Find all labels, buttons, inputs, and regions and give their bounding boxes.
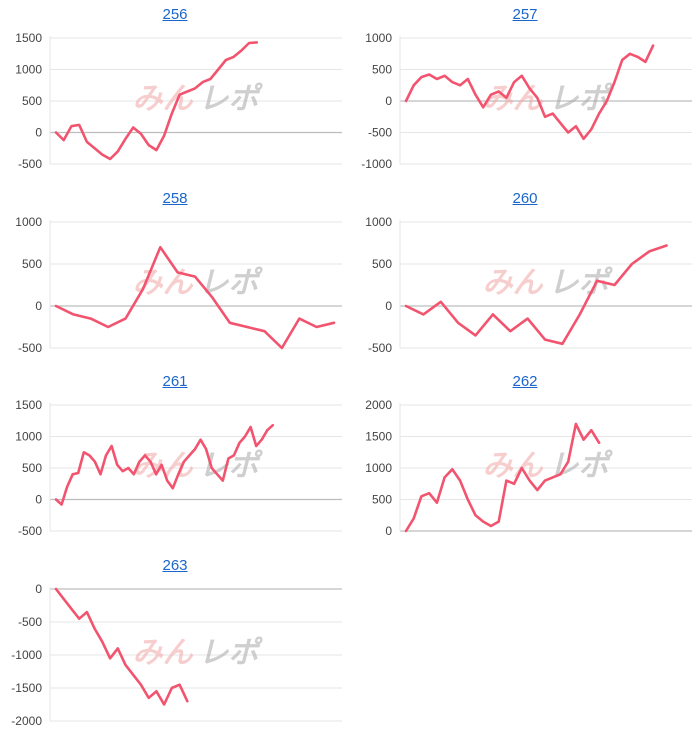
chart-title-link[interactable]: 257 — [512, 6, 538, 23]
watermark-logo: みん レポ — [483, 265, 614, 300]
y-tick-label: -500 — [18, 157, 42, 171]
y-tick-label: -500 — [368, 126, 392, 140]
y-tick-label: 0 — [35, 126, 42, 140]
series-line — [404, 44, 655, 141]
y-tick-label: -500 — [18, 615, 42, 629]
chart-title-link[interactable]: 262 — [512, 373, 538, 390]
chart-title-link[interactable]: 256 — [162, 6, 188, 23]
y-tick-label: -1500 — [11, 681, 42, 695]
y-tick-label: 0 — [35, 493, 42, 507]
y-tick-label: 1000 — [15, 215, 42, 229]
watermark-logo: みん レポ — [133, 265, 264, 300]
chart-svg: 1500 1000 500 0 -500 みん レポ — [15, 31, 342, 171]
watermark-logo: みん レポ — [483, 448, 614, 483]
chart-title-link[interactable]: 260 — [512, 190, 538, 207]
chart-panel-262: 262 2000 1500 1000 500 0 みん レポ — [350, 373, 700, 543]
chart-svg: 1000 500 0 -500 みん レポ — [15, 215, 342, 355]
svg-text:レポ: レポ — [549, 448, 614, 483]
series-line — [54, 423, 275, 506]
y-tick-label: 500 — [22, 257, 42, 271]
chart-title-link[interactable]: 258 — [162, 190, 188, 207]
svg-text:みん: みん — [483, 81, 544, 116]
y-tick-label: 1000 — [15, 63, 42, 77]
y-tick-label: 0 — [35, 582, 42, 596]
chart-panel-258: 258 1000 500 0 -500 みん レポ — [0, 190, 350, 360]
y-tick-label: 500 — [372, 493, 392, 507]
watermark-logo: みん レポ — [483, 81, 614, 116]
series-line — [54, 245, 336, 350]
chart-title-link[interactable]: 263 — [162, 557, 188, 574]
y-tick-label: 500 — [372, 63, 392, 77]
chart-panel-261: 261 1500 1000 500 0 -500 みん レポ — [0, 373, 350, 543]
y-tick-label: 0 — [35, 299, 42, 313]
svg-text:みん: みん — [483, 265, 544, 300]
svg-text:レポ: レポ — [199, 635, 264, 670]
y-tick-label: -1000 — [11, 648, 42, 662]
y-tick-label: 500 — [22, 461, 42, 475]
y-tick-label: -500 — [368, 341, 392, 355]
y-tick-label: -500 — [18, 341, 42, 355]
svg-text:レポ: レポ — [199, 448, 264, 483]
chart-svg: 2000 1500 1000 500 0 みん レポ — [365, 398, 692, 538]
chart-svg: 1000 500 0 -500 みん レポ — [365, 215, 692, 355]
y-tick-label: 0 — [385, 524, 392, 538]
chart-title-link[interactable]: 261 — [162, 373, 188, 390]
y-tick-label: 1500 — [365, 430, 392, 444]
y-tick-label: -500 — [18, 524, 42, 538]
svg-text:レポ: レポ — [199, 265, 264, 300]
svg-text:みん: みん — [133, 81, 194, 116]
y-tick-label: 1000 — [365, 215, 392, 229]
svg-text:レポ: レポ — [549, 81, 614, 116]
chart-panel-257: 257 1000 500 0 -500 -1000 みん レポ — [350, 6, 700, 176]
series-line — [54, 41, 259, 161]
y-tick-label: 1000 — [365, 461, 392, 475]
svg-text:レポ: レポ — [199, 81, 264, 116]
svg-text:みん: みん — [483, 448, 544, 483]
y-tick-label: -2000 — [11, 714, 42, 728]
y-tick-label: 0 — [385, 299, 392, 313]
chart-svg: 0 -500 -1000 -1500 -2000 みん レポ — [11, 582, 342, 728]
svg-text:みん: みん — [133, 265, 194, 300]
chart-panel-256: 256 1500 1000 500 0 -500 みん レポ — [0, 6, 350, 176]
y-tick-label: 500 — [372, 257, 392, 271]
y-tick-label: 1500 — [15, 31, 42, 45]
y-tick-label: 500 — [22, 94, 42, 108]
y-tick-label: 2000 — [365, 398, 392, 412]
chart-panel-263: 263 0 -500 -1000 -1500 -2000 みん レポ — [0, 557, 350, 733]
chart-panel-260: 260 1000 500 0 -500 みん レポ — [350, 190, 700, 360]
y-tick-label: -1000 — [361, 157, 392, 171]
series-line — [404, 422, 601, 533]
watermark-logo: みん レポ — [133, 635, 264, 670]
chart-svg: 1000 500 0 -500 -1000 みん レポ — [361, 31, 692, 171]
y-tick-label: 1500 — [15, 398, 42, 412]
y-tick-label: 1000 — [15, 430, 42, 444]
watermark-logo: みん レポ — [133, 81, 264, 116]
series-line — [54, 587, 189, 706]
y-tick-label: 0 — [385, 94, 392, 108]
svg-text:みん: みん — [133, 635, 194, 670]
series-line — [404, 244, 668, 346]
y-tick-label: 1000 — [365, 31, 392, 45]
